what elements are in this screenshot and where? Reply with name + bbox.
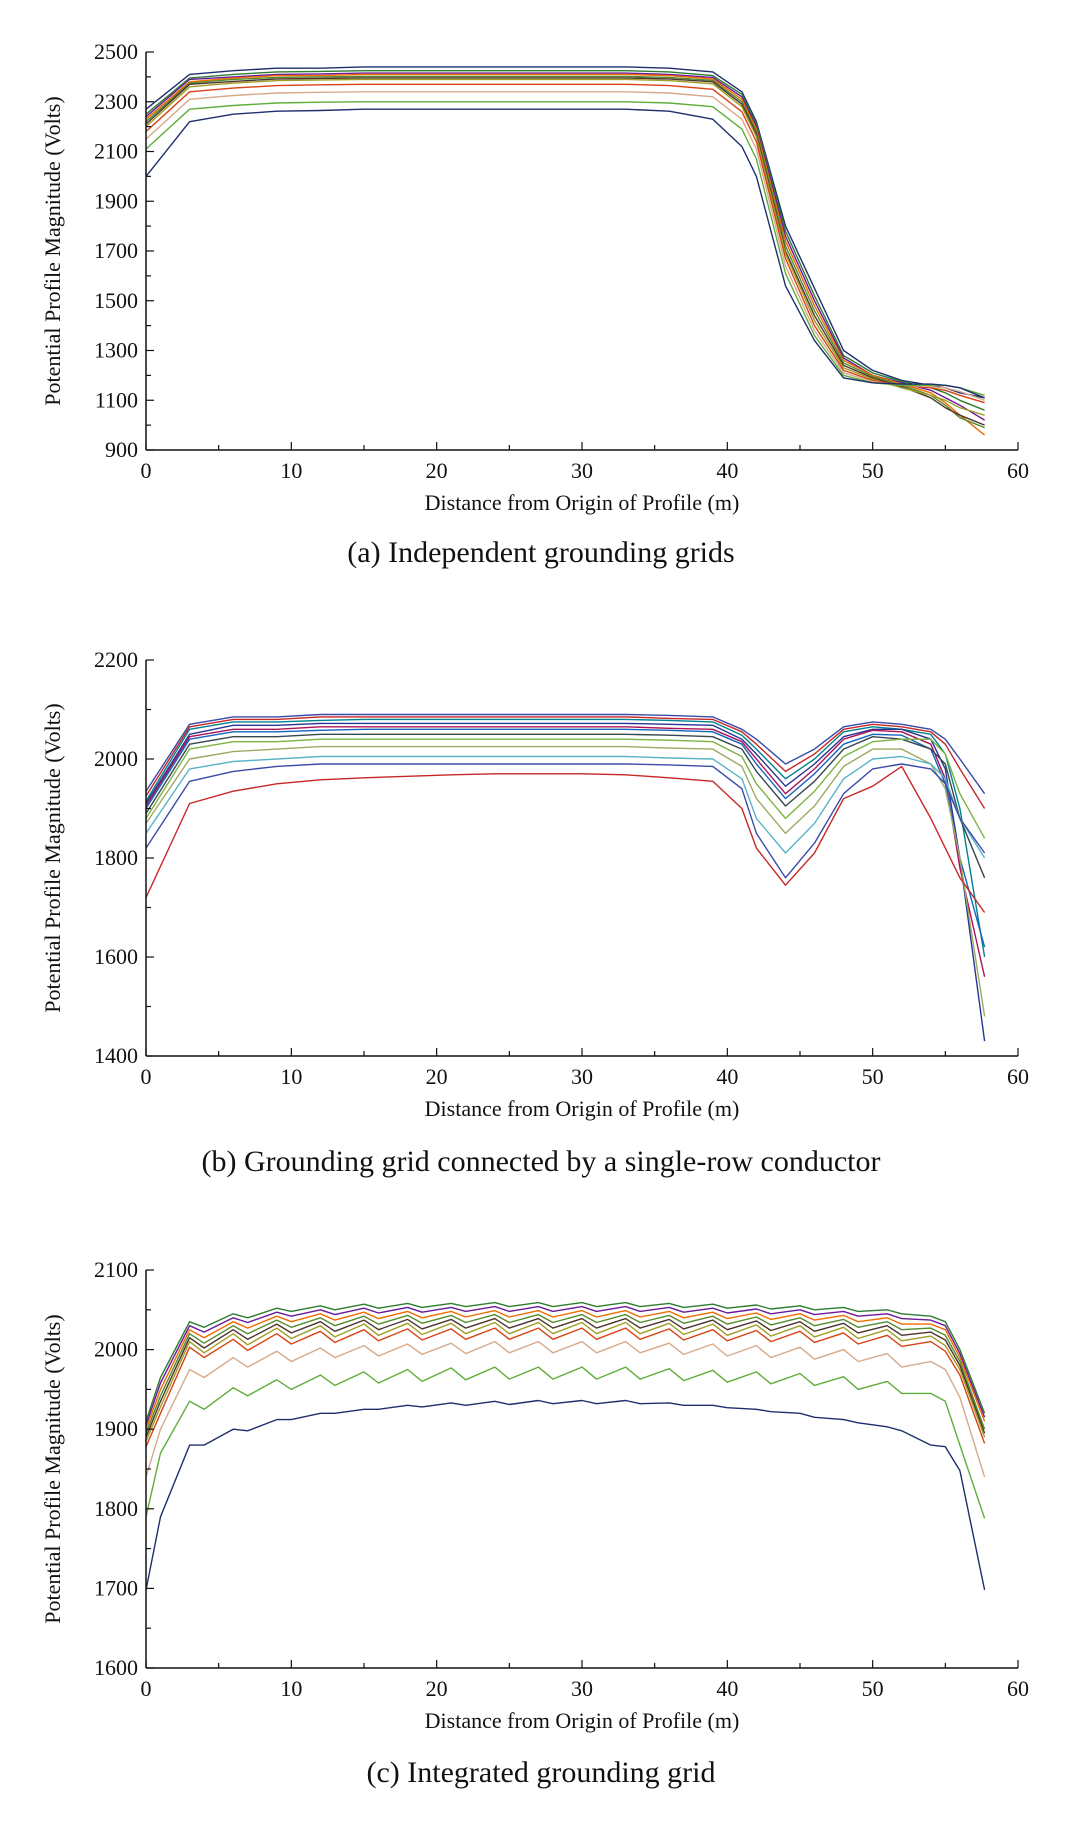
series-line-2 [145,72,985,421]
x-tick-label: 50 [862,1064,884,1089]
series-line-2 [145,1309,986,1430]
x-tick-label: 40 [716,1064,738,1089]
caption-a: (a) Independent grounding grids [347,536,735,569]
x-axis-label: Distance from Origin of Profile (m) [425,490,740,515]
series-line-5 [145,77,985,426]
series-line-10 [145,763,986,879]
series-line-11 [145,765,986,913]
y-axis-label: Potential Profile Magnitude (Volts) [40,96,65,405]
x-axis-label: Distance from Origin of Profile (m) [425,1096,740,1121]
y-axis-label: Potential Profile Magnitude (Volts) [40,703,65,1012]
y-tick-label: 2300 [94,89,138,114]
series-line-9 [145,1399,986,1591]
series-line-8 [145,91,985,401]
series-line-0 [145,66,985,399]
y-tick-label: 2100 [94,1257,138,1282]
x-tick-label: 20 [426,458,448,483]
y-tick-label: 1700 [94,238,138,263]
y-tick-label: 1500 [94,288,138,313]
x-tick-label: 40 [716,1676,738,1701]
caption-c: (c) Integrated grounding grid [366,1756,716,1789]
x-tick-label: 0 [141,1064,152,1089]
series-line-5 [145,728,986,948]
y-tick-label: 900 [105,437,138,462]
y-tick-label: 2000 [94,746,138,771]
y-tick-label: 1900 [94,1416,138,1441]
series-line-2 [145,718,986,958]
series-line-1 [145,716,986,809]
x-tick-label: 30 [571,1064,593,1089]
x-tick-label: 10 [280,458,302,483]
series-line-7 [145,83,985,404]
x-tick-label: 40 [716,458,738,483]
series-line-1 [145,69,985,411]
series-line-9 [145,755,986,859]
series-line-4 [145,726,986,977]
series-line-10 [145,108,985,399]
x-tick-label: 50 [862,1676,884,1701]
x-axis-label: Distance from Origin of Profile (m) [425,1708,740,1733]
y-tick-label: 1100 [95,387,138,412]
series-line-6 [145,1327,986,1447]
series-line-8 [145,1366,986,1519]
y-tick-label: 1600 [94,944,138,969]
y-tick-label: 1600 [94,1655,138,1680]
chart-panel-0: 0 10 20 30 40 50 60 900 1100 1300 1500 1700 1900 2100… [40,39,1029,515]
x-tick-label: 50 [862,458,884,483]
y-tick-label: 2000 [94,1337,138,1362]
y-tick-label: 1300 [94,338,138,363]
x-tick-label: 20 [426,1064,448,1089]
y-tick-label: 1800 [94,1496,138,1521]
y-axis-label: Potential Profile Magnitude (Volts) [40,1314,65,1623]
series-line-3 [145,722,986,1042]
series-line-3 [145,1313,986,1434]
x-tick-label: 30 [571,458,593,483]
series-line-7 [145,1340,986,1478]
y-tick-label: 2200 [94,647,138,672]
series-line-7 [145,738,986,839]
y-tick-label: 2100 [94,139,138,164]
series-line-6 [145,78,985,416]
x-tick-label: 20 [426,1676,448,1701]
y-tick-label: 1900 [94,188,138,213]
x-tick-label: 30 [571,1676,593,1701]
y-tick-label: 1400 [94,1043,138,1068]
series-line-4 [145,1317,986,1438]
x-tick-label: 60 [1007,1676,1029,1701]
chart-panel-2: 0 10 20 30 40 50 60 1600 1700 1800 1900 2000 2100 Dis… [40,1257,1029,1733]
x-tick-label: 0 [141,458,152,483]
y-tick-label: 2500 [94,39,138,64]
series-line-5 [145,1321,986,1442]
chart-panel-1: 0 10 20 30 40 50 60 1400 1600 1800 2000 2200 Distanc… [40,647,1029,1121]
x-tick-label: 0 [141,1676,152,1701]
x-tick-label: 60 [1007,458,1029,483]
series-line-9 [145,101,985,396]
y-tick-label: 1700 [94,1575,138,1600]
y-tick-label: 1800 [94,845,138,870]
x-tick-label: 10 [280,1676,302,1701]
series-line-0 [145,1301,986,1422]
series-line-0 [145,713,986,795]
x-tick-label: 60 [1007,1064,1029,1089]
x-tick-label: 10 [280,1064,302,1089]
caption-b: (b) Grounding grid connected by a single… [201,1145,881,1178]
series-line-8 [145,745,986,1017]
series-line-1 [145,1305,986,1426]
